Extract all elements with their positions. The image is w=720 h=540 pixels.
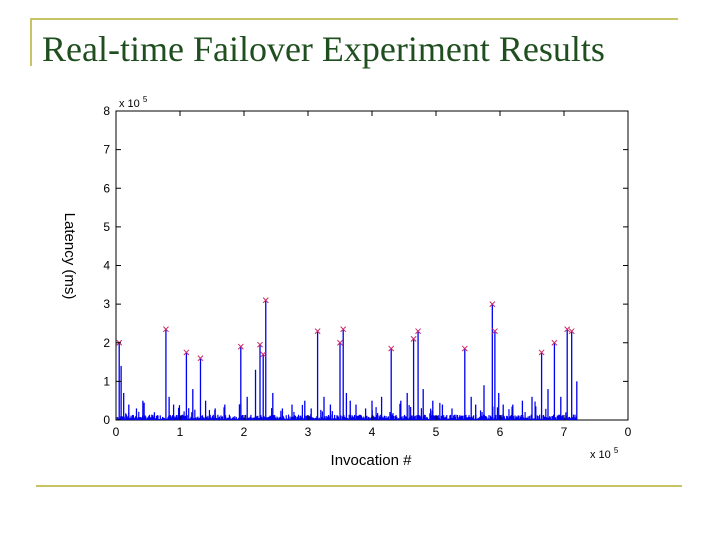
y-tick-label: 3 <box>103 297 110 311</box>
x-multiplier-label: x 10 5 <box>590 446 619 461</box>
latency-spikes <box>118 300 578 420</box>
x-tick-label: 4 <box>369 425 376 439</box>
x-axis-label: Invocation # <box>331 452 413 469</box>
title-rule-left <box>30 18 32 66</box>
x-multiplier-base: x 10 <box>590 449 611 461</box>
x-tick-label: 3 <box>305 425 312 439</box>
peak-marker <box>257 341 263 348</box>
y-tick-label: 1 <box>103 374 110 388</box>
x-tick-label: 0 <box>113 425 120 439</box>
x-tick-label: 1 <box>177 425 184 439</box>
y-multiplier-exp: 5 <box>143 95 148 104</box>
peak-marker <box>197 355 204 362</box>
peak-marker <box>410 335 417 342</box>
peak-marker <box>260 351 267 358</box>
y-tick-label: 6 <box>103 181 110 195</box>
peak-marker <box>262 297 269 304</box>
peak-marker <box>183 349 190 356</box>
peak-marker <box>388 345 395 352</box>
y-tick-label: 8 <box>103 104 110 118</box>
footer-rule <box>36 485 682 487</box>
x-tick-label: 6 <box>497 425 504 439</box>
y-multiplier-label: x 10 5 <box>119 95 148 110</box>
peak-marker <box>568 328 575 335</box>
y-tick-label: 7 <box>103 143 110 157</box>
peak-marker <box>551 339 558 346</box>
peak-markers <box>116 297 575 362</box>
slide-title: Real-time Failover Experiment Results <box>42 29 605 69</box>
peak-marker <box>314 328 321 335</box>
title-rule-top <box>30 18 678 20</box>
peak-marker <box>461 345 468 352</box>
peak-marker <box>340 326 347 333</box>
y-tick-label: 4 <box>103 259 110 273</box>
peak-marker <box>162 326 169 333</box>
x-multiplier-exp: 5 <box>614 446 619 455</box>
peak-marker <box>237 343 244 350</box>
y-tick-label: 5 <box>103 220 110 234</box>
x-tick-label: 0 <box>625 425 632 439</box>
peak-marker <box>538 349 545 356</box>
y-tick-label: 0 <box>103 413 110 427</box>
peak-marker <box>489 301 496 308</box>
x-tick-label: 2 <box>241 425 248 439</box>
y-tick-label: 2 <box>103 336 110 350</box>
baseline-noise <box>116 401 578 420</box>
x-tick-label: 5 <box>433 425 440 439</box>
y-axis-label: Latency (ms) <box>61 213 78 300</box>
y-multiplier-base: x 10 <box>119 98 140 110</box>
peak-marker <box>564 326 571 333</box>
plot-frame <box>115 110 629 421</box>
x-tick-label: 7 <box>561 425 568 439</box>
peak-marker <box>415 328 422 335</box>
peak-marker <box>491 328 498 335</box>
peak-marker <box>337 339 343 346</box>
